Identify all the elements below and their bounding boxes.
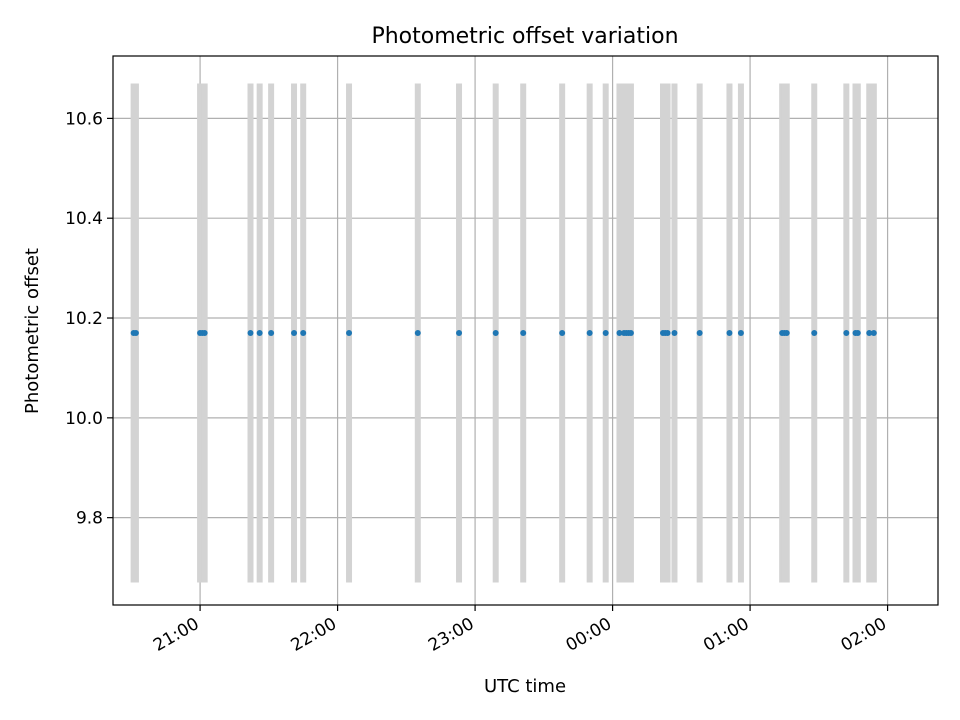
plot-frame <box>112 55 939 606</box>
data-points <box>130 329 877 336</box>
data-point <box>492 329 499 336</box>
data-point <box>726 329 733 336</box>
data-point <box>616 329 623 336</box>
y-tick-label: 9.8 <box>76 509 103 529</box>
x-axis-label: UTC time <box>484 676 566 697</box>
data-point <box>627 329 634 336</box>
data-point <box>664 329 671 336</box>
data-point <box>300 329 307 336</box>
data-point <box>737 329 744 336</box>
data-point <box>671 329 678 336</box>
data-point <box>559 329 566 336</box>
data-point <box>843 329 850 336</box>
data-point <box>854 329 861 336</box>
data-point <box>414 329 421 336</box>
data-point <box>783 329 790 336</box>
data-point <box>256 329 263 336</box>
data-point <box>247 329 254 336</box>
data-point <box>586 329 593 336</box>
y-axis-ticks: 9.8 10.0 10.2 10.4 10.6 <box>65 109 113 529</box>
y-axis-label: Photometric offset <box>22 248 43 414</box>
data-point <box>346 329 353 336</box>
data-point <box>520 329 527 336</box>
data-point <box>811 329 818 336</box>
data-point <box>132 329 139 336</box>
data-point <box>870 329 877 336</box>
y-tick-label: 10.6 <box>65 109 103 129</box>
data-point <box>866 329 873 336</box>
y-tick-label: 10.4 <box>65 209 103 229</box>
data-point <box>456 329 463 336</box>
y-tick-label: 10.2 <box>65 309 103 329</box>
data-point <box>602 329 609 336</box>
y-tick-label: 10.0 <box>65 409 103 429</box>
data-point <box>696 329 703 336</box>
data-point <box>268 329 275 336</box>
data-point <box>291 329 298 336</box>
data-point <box>201 329 208 336</box>
chart-title: Photometric offset variation <box>371 24 678 49</box>
